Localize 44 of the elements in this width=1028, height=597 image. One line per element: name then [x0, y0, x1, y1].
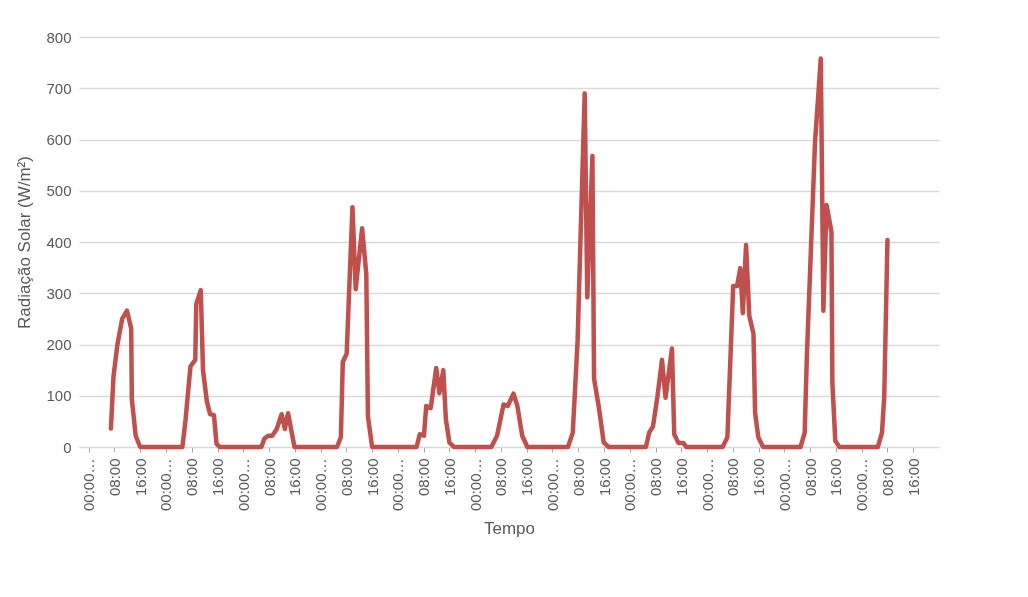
- x-tick-label: 16:00: [672, 458, 690, 497]
- x-tick-label: 16:00: [440, 458, 458, 497]
- y-tick-label: 600: [46, 131, 72, 148]
- x-tick-label: 08:00: [105, 458, 123, 497]
- x-tick-label: 08:00: [415, 458, 433, 497]
- y-tick-label: 400: [46, 233, 72, 251]
- x-axis-title: Tempo: [483, 519, 536, 539]
- x-tick-label: 08:00: [492, 458, 510, 497]
- x-tick-label: 00:00…: [157, 458, 175, 512]
- x-tick-label: 08:00: [647, 458, 665, 497]
- y-tick-label: 200: [46, 336, 72, 353]
- x-tick-label: 08:00: [183, 458, 201, 497]
- x-tick-label: 00:00…: [621, 458, 639, 512]
- y-tick-label: 800: [46, 28, 72, 46]
- x-tick-label: 00:00…: [543, 458, 561, 512]
- x-tick-label: 08:00: [337, 458, 355, 497]
- x-tick-label: 08:00: [878, 458, 896, 497]
- x-tick-label: 16:00: [904, 458, 922, 497]
- x-tick-label: 16:00: [750, 458, 768, 497]
- x-tick-label: 16:00: [363, 458, 381, 497]
- y-tick-label: 500: [46, 182, 72, 200]
- y-axis-title: Radiação Solar (W/m²): [15, 156, 35, 329]
- x-tick-label: 00:00…: [853, 458, 871, 512]
- x-tick-label: 08:00: [260, 458, 278, 497]
- y-tick-label: 0: [63, 438, 72, 456]
- x-tick-label: 00:00…: [312, 458, 330, 512]
- y-tick-label: 100: [46, 387, 72, 405]
- x-tick-label: 08:00: [569, 458, 587, 497]
- x-tick-label: 16:00: [518, 458, 536, 497]
- x-tick-label: 00:00…: [775, 458, 793, 512]
- y-tick-label: 300: [46, 284, 72, 302]
- x-tick-label: 16:00: [595, 458, 613, 497]
- x-tick-label: 08:00: [801, 458, 819, 497]
- x-tick-label: 16:00: [827, 458, 845, 497]
- x-tick-label: 00:00…: [80, 458, 98, 512]
- x-tick-label: 16:00: [286, 458, 304, 497]
- x-tick-label: 16:00: [209, 458, 226, 497]
- x-tick-label: 00:00…: [466, 458, 484, 512]
- x-tick-label: 08:00: [724, 458, 742, 497]
- x-tick-label: 00:00…: [234, 458, 252, 512]
- x-tick-label: 16:00: [131, 458, 149, 497]
- y-tick-label: 700: [46, 79, 72, 97]
- x-tick-label: 00:00…: [389, 458, 407, 512]
- x-tick-label: 00:00…: [698, 458, 716, 512]
